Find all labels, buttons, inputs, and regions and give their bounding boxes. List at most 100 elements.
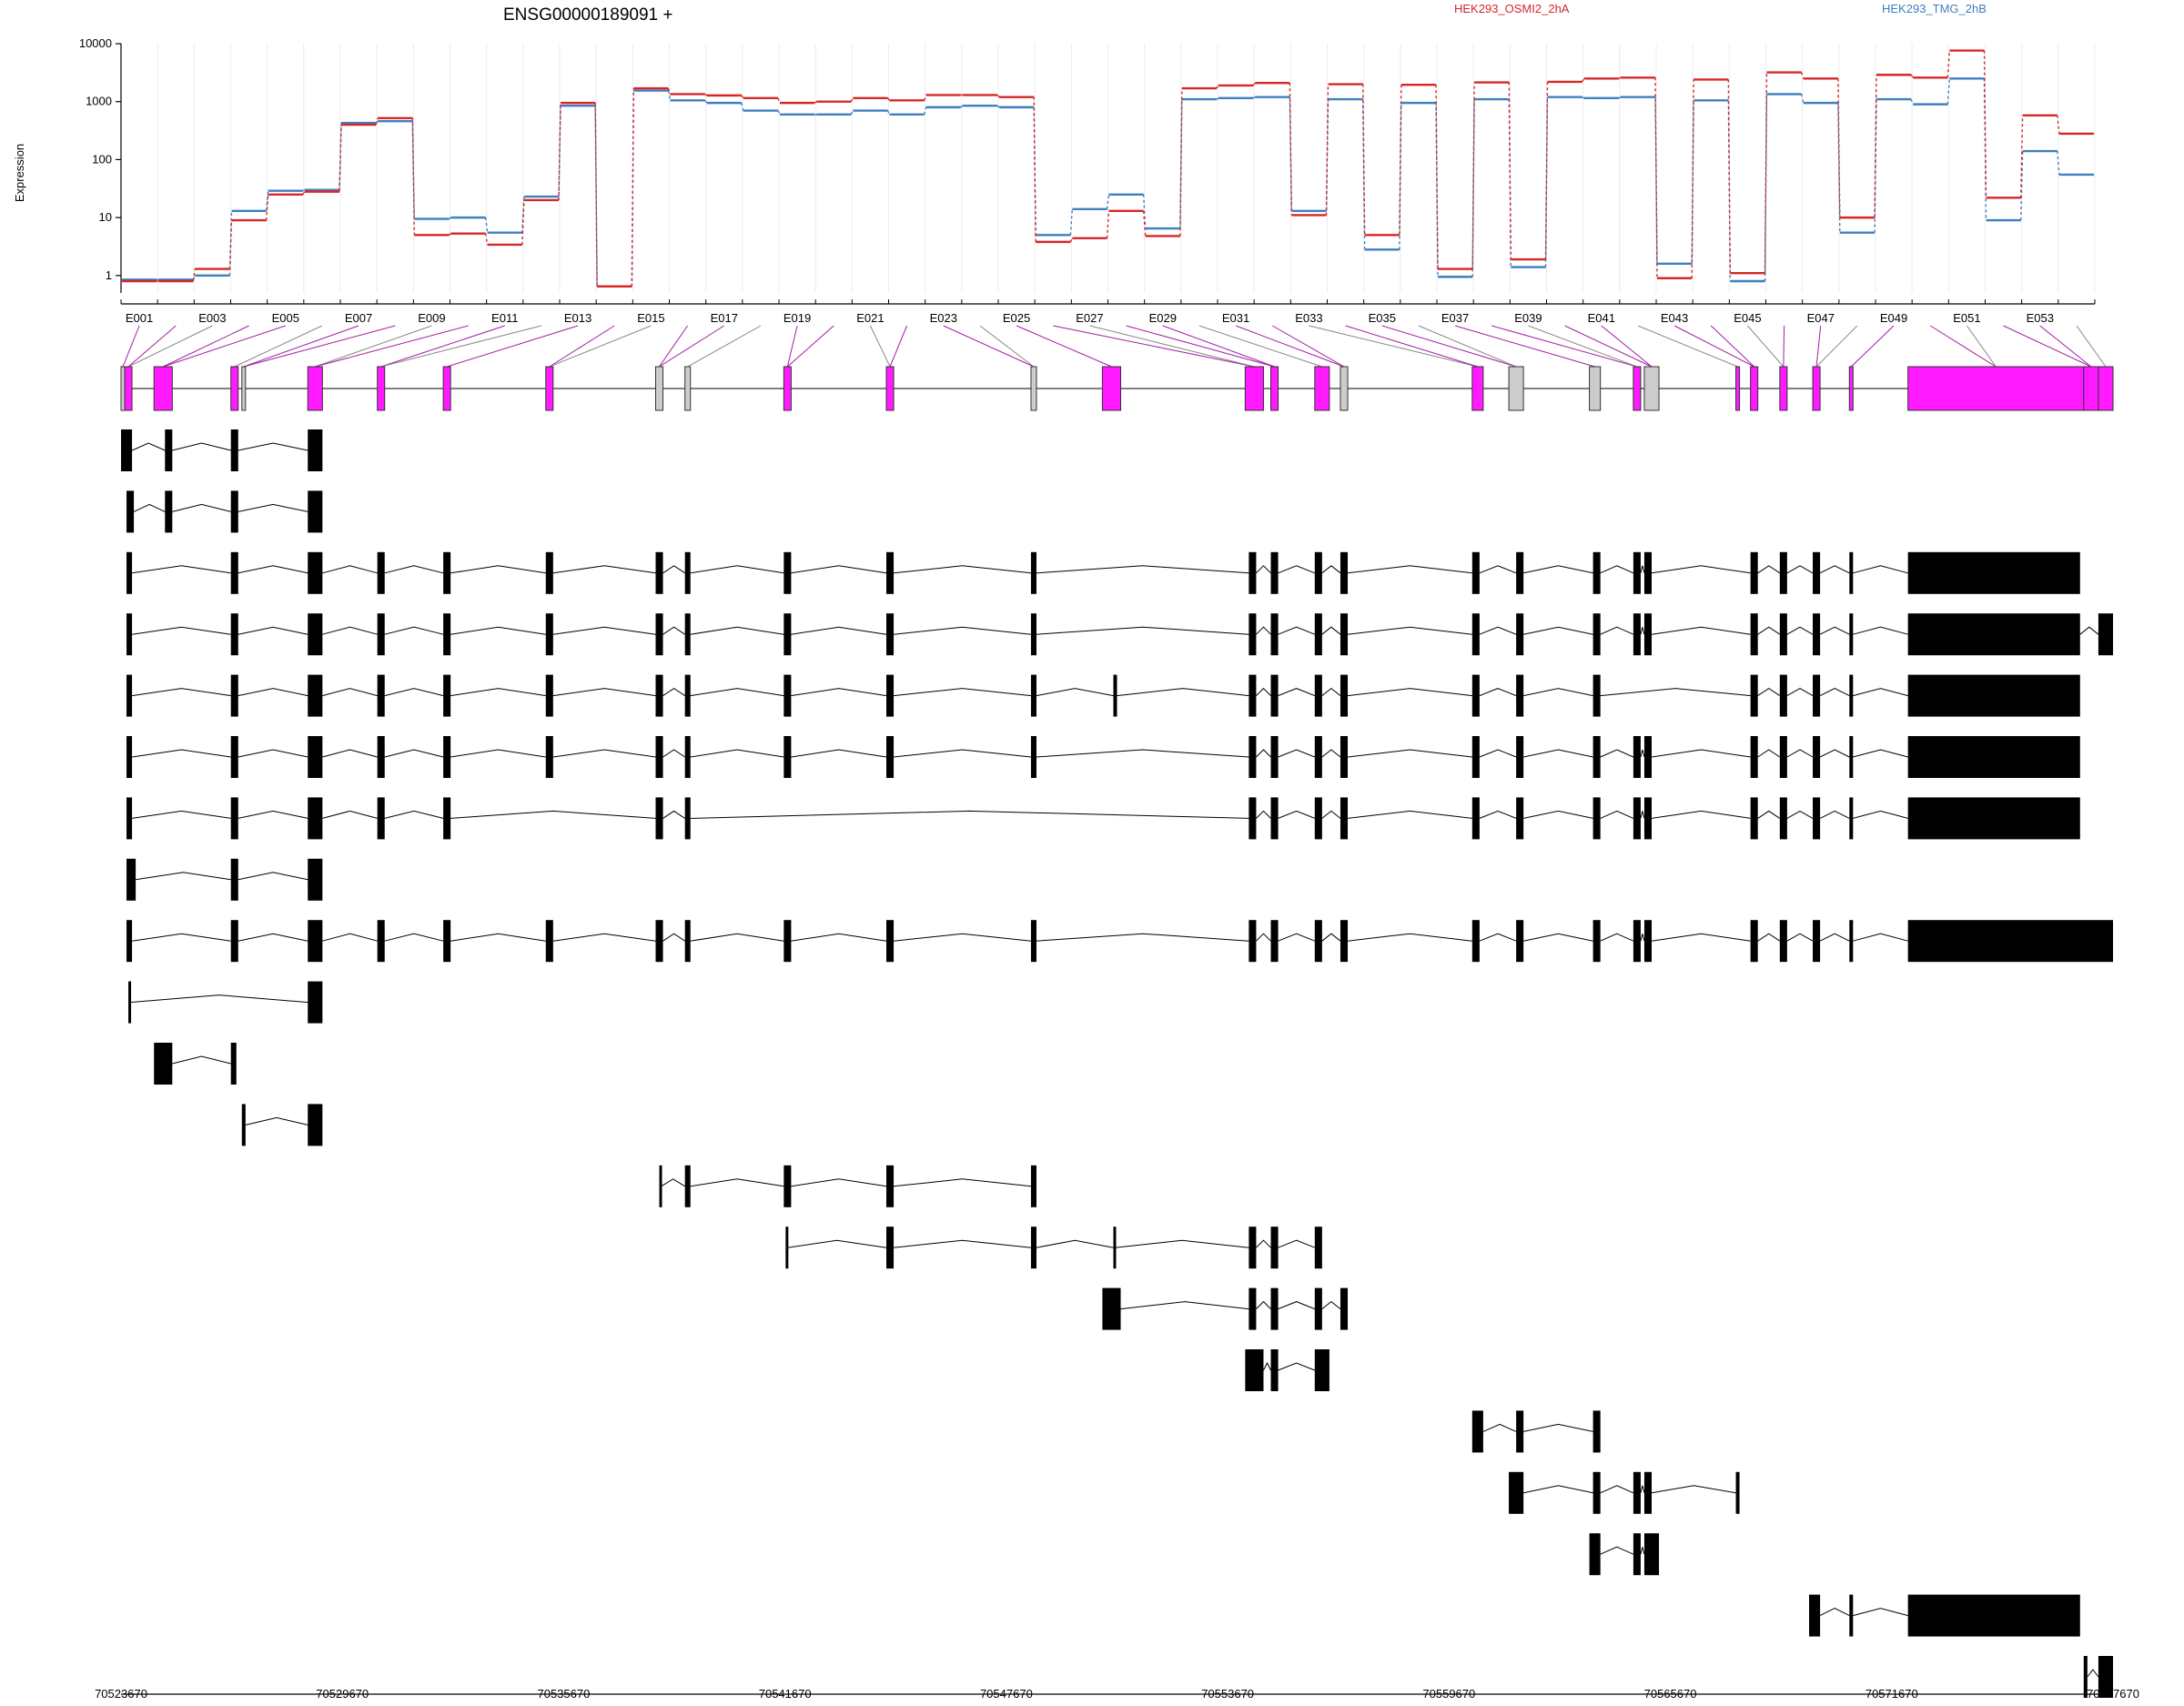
transcript-intron bbox=[1321, 933, 1341, 942]
gene-model-exon bbox=[1779, 366, 1788, 411]
series-transition bbox=[1399, 103, 1402, 250]
x-tick-label: E013 bbox=[564, 311, 592, 325]
transcript-exon bbox=[308, 981, 323, 1024]
transcript-intron bbox=[1278, 565, 1315, 574]
transcript-intron bbox=[245, 1116, 308, 1126]
genome-tick-label: 70535670 bbox=[538, 1687, 591, 1701]
transcript-exon bbox=[1270, 1287, 1279, 1330]
transcript-intron bbox=[322, 688, 378, 697]
series-transition bbox=[375, 117, 379, 126]
transcript-intron bbox=[1640, 749, 1645, 758]
transcript-intron bbox=[1786, 810, 1814, 819]
transcript-exon bbox=[308, 674, 323, 717]
series-transition bbox=[1544, 96, 1549, 268]
series-transition bbox=[1800, 72, 1805, 79]
transcript-intron bbox=[1256, 565, 1271, 574]
exon-link bbox=[1272, 325, 1345, 368]
transcript-intron bbox=[1321, 749, 1341, 758]
transcript-intron bbox=[1651, 810, 1751, 819]
exon-link bbox=[163, 325, 286, 368]
transcript-exon bbox=[655, 551, 663, 594]
transcript-exon bbox=[1633, 551, 1641, 594]
gene-model-exon bbox=[2098, 366, 2114, 411]
series-transition bbox=[704, 99, 708, 104]
transcript-intron bbox=[893, 1239, 1031, 1248]
transcript-exon bbox=[126, 858, 136, 901]
transcript-exon bbox=[545, 551, 553, 594]
transcript-exon bbox=[1592, 551, 1601, 594]
x-tick-label: E041 bbox=[1588, 311, 1615, 325]
exon-link bbox=[1418, 325, 1517, 368]
transcript-exon bbox=[1270, 736, 1279, 778]
exon-link bbox=[1710, 325, 1755, 368]
transcript-intron bbox=[791, 933, 887, 942]
transcript-intron bbox=[1321, 1300, 1341, 1309]
gene-model-exon bbox=[1244, 366, 1264, 411]
x-tick-label: E007 bbox=[345, 311, 372, 325]
series-transition bbox=[704, 93, 708, 96]
y-tick-label: 100 bbox=[92, 152, 112, 166]
series-transition bbox=[1946, 50, 1951, 78]
transcript-intron bbox=[1278, 933, 1315, 942]
transcript-exon bbox=[885, 920, 895, 963]
series-transition bbox=[2019, 151, 2024, 221]
transcript-exon bbox=[1102, 1287, 1121, 1330]
transcript-intron bbox=[1651, 626, 1751, 635]
transcript-intron bbox=[1036, 933, 1249, 942]
transcript-intron bbox=[2087, 1669, 2099, 1678]
transcript-exon bbox=[1249, 613, 1257, 656]
transcript-exon bbox=[1907, 551, 2080, 594]
transcript-exon bbox=[443, 674, 451, 717]
transcript-exon bbox=[784, 674, 792, 717]
transcript-intron bbox=[1819, 749, 1850, 758]
exon-link bbox=[787, 325, 834, 368]
transcript-intron bbox=[1600, 933, 1634, 942]
exon-link bbox=[1491, 325, 1638, 368]
exon-link bbox=[1967, 325, 1997, 368]
x-tick-label: E029 bbox=[1149, 311, 1177, 325]
x-tick-label: E017 bbox=[711, 311, 738, 325]
transcript-intron bbox=[1523, 626, 1593, 635]
series-transition bbox=[631, 88, 635, 287]
transcript-intron bbox=[1347, 626, 1472, 635]
transcript-exon bbox=[1849, 551, 1854, 594]
transcript-exon bbox=[1779, 674, 1787, 717]
series-transition bbox=[1764, 72, 1768, 274]
transcript-intron bbox=[1278, 1239, 1315, 1248]
series-transition bbox=[265, 190, 269, 211]
transcript-intron bbox=[791, 749, 887, 758]
gene-model-exon bbox=[1101, 366, 1122, 411]
transcript-intron bbox=[552, 565, 656, 574]
transcript-exon bbox=[308, 920, 323, 963]
gene-model-exon bbox=[1907, 366, 2085, 411]
transcript-exon bbox=[784, 920, 792, 963]
transcript-intron bbox=[662, 749, 685, 758]
transcript-intron bbox=[1347, 933, 1472, 942]
transcript-intron bbox=[1479, 688, 1517, 697]
transcript-exon bbox=[1030, 613, 1036, 656]
transcript-intron bbox=[1278, 1362, 1315, 1371]
transcript-exon bbox=[684, 920, 691, 963]
transcript-intron bbox=[893, 933, 1031, 942]
series-lines bbox=[122, 49, 2094, 288]
transcript-intron bbox=[1263, 1361, 1271, 1371]
x-tick-label: E051 bbox=[1953, 311, 1980, 325]
series-transition bbox=[1142, 194, 1147, 229]
transcript-exon bbox=[1643, 797, 1652, 840]
transcript-exon bbox=[684, 551, 691, 594]
series-transition bbox=[960, 105, 964, 108]
series-transition bbox=[741, 102, 744, 111]
transcript-exon bbox=[165, 490, 173, 533]
exon-link bbox=[1815, 325, 1858, 368]
transcript-exon bbox=[1592, 920, 1601, 963]
series-transition bbox=[302, 191, 306, 196]
gene-model-exon bbox=[442, 366, 451, 411]
transcript-intron bbox=[238, 872, 308, 881]
series-transition bbox=[886, 97, 891, 101]
transcript-intron bbox=[661, 1178, 685, 1187]
series-transition bbox=[996, 94, 1000, 98]
transcript-intron bbox=[1640, 627, 1645, 635]
exon-link bbox=[549, 325, 652, 368]
gene-model-exon bbox=[783, 366, 792, 411]
